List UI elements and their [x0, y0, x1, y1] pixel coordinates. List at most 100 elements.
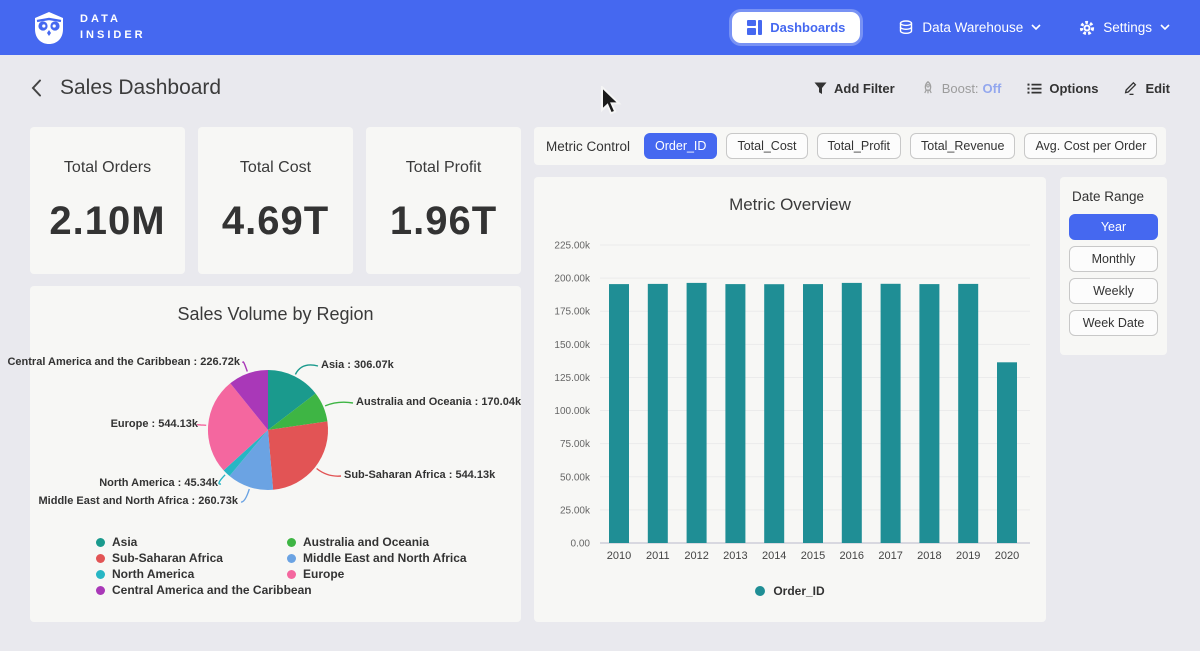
- date-range-button-week-date[interactable]: Week Date: [1069, 310, 1158, 336]
- legend-dot-icon: [755, 586, 766, 596]
- bar-2011[interactable]: [647, 283, 668, 543]
- kpi-label: Total Orders: [63, 159, 152, 176]
- metric-button-group: Order_ID Total_Cost Total_Profit Total_Reve…: [644, 133, 1158, 159]
- pie-label-europe: Europe : 544.13k: [110, 418, 198, 430]
- pie-legend-item-north-america[interactable]: North America: [96, 566, 287, 582]
- pie-leader-line: [294, 364, 319, 375]
- x-axis-tick-label: 2014: [762, 550, 786, 562]
- y-axis-tick-label: 100.00k: [554, 406, 591, 417]
- pie-slice-asia[interactable]: [268, 370, 316, 430]
- pie-legend-item-europe[interactable]: Europe: [287, 566, 467, 582]
- add-filter-label: Add Filter: [834, 80, 895, 96]
- legend-label: Australia and Oceania: [303, 535, 430, 549]
- y-axis-tick-label: 150.00k: [554, 340, 591, 351]
- metric-button-total-profit[interactable]: Total_Profit: [816, 133, 902, 159]
- owl-logo-icon: [35, 11, 63, 44]
- bar-legend: Order_ID: [534, 584, 1046, 598]
- data-warehouse-label: Data Warehouse: [922, 20, 1024, 35]
- pie-legend-item-middle-east-and-north-africa[interactable]: Middle East and North Africa: [287, 550, 467, 566]
- back-button[interactable]: [30, 79, 42, 97]
- options-label: Options: [1049, 80, 1099, 96]
- x-axis-tick-label: 2020: [995, 550, 1019, 562]
- pie-legend-item-central-america-and-the-caribbean[interactable]: Central America and the Caribbean: [96, 582, 312, 598]
- dashboards-label: Dashboards: [770, 20, 846, 35]
- pie-leader-line: [196, 423, 207, 426]
- top-navbar: DATA INSIDER Dashboards Data Warehou: [0, 0, 1200, 55]
- edit-button[interactable]: Edit: [1124, 81, 1170, 96]
- edit-pencil-icon: [1125, 81, 1137, 95]
- date-range-button-year[interactable]: Year: [1069, 214, 1158, 240]
- options-button[interactable]: Options: [1027, 81, 1098, 96]
- kpi-label: Total Cost: [239, 159, 312, 176]
- legend-dot-icon: [287, 537, 296, 547]
- pie-slice-central-america-and-the-caribbean[interactable]: [230, 370, 268, 430]
- bar-chart-title: Metric Overview: [729, 195, 851, 214]
- metric-control-bar: Metric Control Order_ID Total_Cost Total_P…: [534, 127, 1166, 165]
- rocket-icon: [923, 81, 932, 94]
- bar-2014[interactable]: [764, 284, 785, 543]
- bar-2019[interactable]: [958, 283, 979, 543]
- y-axis-tick-label: 200.00k: [554, 274, 591, 285]
- legend-label: Middle East and North Africa: [303, 551, 467, 565]
- legend-label: Europe: [303, 567, 345, 581]
- page-title: Sales Dashboard: [60, 76, 222, 99]
- kpi-value: 4.69T: [221, 199, 330, 243]
- date-range-button-monthly[interactable]: Monthly: [1069, 246, 1158, 272]
- pie-legend-item-asia[interactable]: Asia: [96, 534, 287, 550]
- metric-button-order-id[interactable]: Order_ID: [644, 133, 718, 159]
- pie-slice-australia-and-oceania[interactable]: [268, 393, 328, 431]
- filter-funnel-icon: [814, 82, 827, 94]
- x-axis-tick-label: 2018: [917, 550, 941, 562]
- pie-slice-europe[interactable]: [207, 383, 268, 471]
- bar-2016[interactable]: [841, 282, 862, 543]
- legend-dot-icon: [287, 553, 296, 563]
- bar-2010[interactable]: [609, 284, 629, 543]
- x-axis-tick-label: 2011: [646, 550, 670, 562]
- database-icon: [900, 19, 913, 34]
- metric-button-total-revenue[interactable]: Total_Revenue: [910, 133, 1016, 159]
- brand-name: DATA INSIDER: [80, 12, 146, 41]
- bar-2012[interactable]: [686, 282, 707, 543]
- bar-2018[interactable]: [919, 284, 940, 543]
- bar-2020[interactable]: [997, 362, 1017, 543]
- options-list-icon: [1027, 83, 1042, 94]
- settings-label: Settings: [1103, 20, 1152, 35]
- pie-legend-item-australia-and-oceania[interactable]: Australia and Oceania: [287, 534, 467, 550]
- metric-button-total-cost[interactable]: Total_Cost: [726, 133, 808, 159]
- y-axis-tick-label: 50.00k: [560, 472, 591, 483]
- legend-label: Central America and the Caribbean: [112, 583, 312, 597]
- data-warehouse-menu[interactable]: Data Warehouse: [898, 19, 1041, 36]
- pie-slice-north-america[interactable]: [223, 430, 268, 476]
- bar-2017[interactable]: [880, 283, 901, 543]
- legend-dot-icon: [96, 553, 105, 563]
- bar-2015[interactable]: [803, 284, 823, 543]
- brand-logo[interactable]: DATA INSIDER: [30, 11, 146, 45]
- settings-menu[interactable]: Settings: [1079, 20, 1170, 36]
- date-range-label: Date Range: [1072, 189, 1145, 204]
- dashboards-button[interactable]: Dashboards: [732, 12, 861, 43]
- x-axis-tick-label: 2013: [723, 550, 747, 562]
- kpi-card-total-orders: Total Orders 2.10M: [30, 127, 185, 274]
- boost-toggle[interactable]: Boost: Off: [921, 81, 1001, 96]
- chevron-down-icon: [1031, 24, 1041, 31]
- pie-slice-sub-saharan-africa[interactable]: [268, 421, 329, 490]
- kpi-card-total-cost: Total Cost 4.69T: [198, 127, 353, 274]
- pie-leader-line: [242, 361, 248, 372]
- page-header: Sales Dashboard Add Filter Boost: Off: [0, 55, 1200, 121]
- legend-label: Order_ID: [773, 584, 825, 598]
- metric-button-avg-cost-per-order[interactable]: Avg. Cost per Order: [1024, 133, 1158, 159]
- add-filter-button[interactable]: Add Filter: [814, 81, 895, 96]
- pie-label-central-america-and-the-caribbean: Central America and the Caribbean : 226.…: [7, 356, 240, 368]
- bar-2013[interactable]: [725, 284, 746, 543]
- y-axis-tick-label: 75.00k: [560, 439, 591, 450]
- pie-slice-middle-east-and-north-africa[interactable]: [229, 430, 274, 491]
- date-range-panel: Date Range Year Monthly Weekly Week Date: [1060, 177, 1167, 355]
- kpi-value: 2.10M: [49, 199, 166, 243]
- pie-legend-item-sub-saharan-africa[interactable]: Sub-Saharan Africa: [96, 550, 287, 566]
- y-axis-tick-label: 25.00k: [560, 505, 591, 516]
- x-axis-tick-label: 2012: [684, 550, 708, 562]
- date-range-button-weekly[interactable]: Weekly: [1069, 278, 1158, 304]
- x-axis-tick-label: 2019: [956, 550, 980, 562]
- x-axis-tick-label: 2016: [840, 550, 864, 562]
